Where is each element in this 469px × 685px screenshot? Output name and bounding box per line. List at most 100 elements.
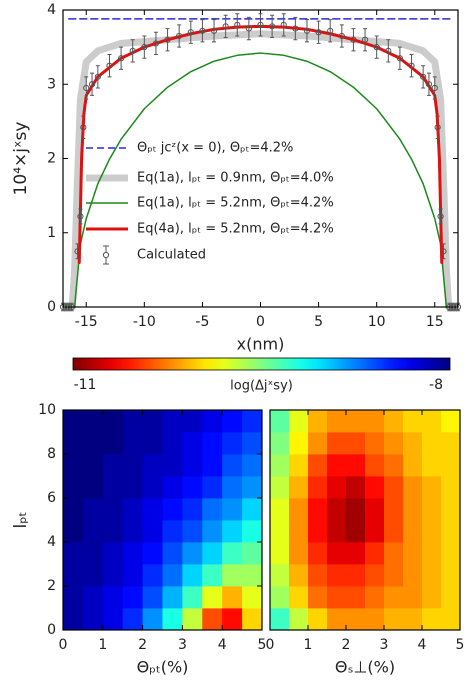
error-bar (435, 115, 440, 139)
data-point (94, 73, 101, 80)
heatmap-cell (222, 608, 243, 631)
heatmap-cell (182, 542, 203, 565)
heatmap-cell (270, 608, 290, 631)
heatmap-cell (422, 608, 442, 631)
heatmap-cell (242, 564, 263, 587)
heatmap-cell (82, 520, 104, 543)
x-tick-label: 5 (456, 637, 465, 653)
heatmap-cell (202, 520, 223, 543)
heatmap-cell (142, 520, 163, 543)
heatmap-cell (102, 454, 124, 477)
heatmap-cell (289, 410, 309, 433)
legend-label: Eq(4a), lₚₜ = 5.2nm, Θₚₜ=4.2% (137, 222, 334, 237)
data-point (431, 84, 438, 92)
plot-frame (269, 409, 461, 631)
heatmap-cell (63, 498, 84, 521)
heatmap-cell (63, 432, 84, 455)
heatmap-cell (365, 564, 385, 587)
y-tick-label: 2 (47, 578, 56, 594)
y-tick-label: 1 (47, 225, 56, 241)
heatmap-cell (270, 410, 290, 433)
plot-frame (62, 409, 263, 631)
heatmap-cell (82, 410, 104, 433)
error-bar (119, 46, 124, 70)
heatmap-cell (308, 564, 328, 587)
heatmap-cell (242, 586, 263, 609)
heatmap-cell (63, 542, 84, 565)
data-point (83, 84, 90, 92)
heatmap-cell (142, 542, 163, 565)
heatmap-cell (102, 608, 124, 631)
heatmap-cell (63, 608, 84, 631)
error-bar (75, 243, 80, 260)
heatmap-cell (63, 476, 84, 499)
x-tick-label: 3 (380, 637, 389, 653)
data-point (257, 21, 264, 28)
error-bar (363, 28, 368, 52)
heatmap-cell (365, 476, 385, 499)
heatmap-cell (403, 454, 423, 477)
heatmap-cell (102, 520, 124, 543)
error-bar (304, 19, 309, 43)
heatmap-cell (289, 476, 309, 499)
error-bar (258, 13, 263, 37)
heatmap-cell (346, 608, 366, 631)
heatmap-cell (142, 476, 163, 499)
heatmap-cell (162, 410, 183, 433)
data-point (420, 73, 427, 80)
data-point (440, 248, 447, 255)
colorbar-tick-label: -11 (74, 377, 97, 393)
heatmap-cell (384, 476, 404, 499)
error-bar (441, 243, 446, 260)
heatmap-cell (384, 498, 404, 521)
heatmap-cell (422, 586, 442, 609)
x-tick-label: 1 (304, 637, 313, 653)
x-tick-label: 10 (368, 314, 386, 330)
heatmap-cell (365, 520, 385, 543)
heatmap-cell (346, 454, 366, 477)
heatmap-cell (365, 542, 385, 565)
heatmap-cell (202, 454, 223, 477)
heatmap-cell (82, 586, 104, 609)
y-tick-label: 8 (47, 446, 56, 462)
error-bar (84, 76, 89, 100)
data-point (117, 55, 125, 62)
colorbar (72, 357, 451, 371)
heatmap-cell (403, 476, 423, 499)
error-bar (177, 24, 182, 48)
heatmap-cell (270, 564, 290, 587)
heatmap-cell (308, 608, 328, 631)
heatmap-cell (365, 410, 385, 433)
data-point (269, 23, 276, 30)
heatmap-cell (222, 410, 243, 433)
error-bar (95, 65, 100, 89)
heatmap-cell (162, 498, 183, 521)
heatmap-cell (308, 410, 328, 433)
heatmap-cell (327, 454, 347, 477)
heatmap-cell (403, 410, 423, 433)
x-tick-label: 0 (266, 637, 275, 653)
heatmap-cell (242, 498, 263, 521)
data-point (425, 81, 433, 88)
heatmap-cell (222, 586, 243, 609)
heatmap-cell (346, 542, 366, 565)
heatmap-cell (82, 476, 104, 499)
heatmap-cell (270, 498, 290, 521)
error-bar (397, 46, 402, 70)
heatmap-cell (422, 432, 442, 455)
heatmap-cell (327, 542, 347, 565)
heatmap-cell (441, 608, 461, 631)
heatmap-cell (327, 410, 347, 433)
heatmap-cell (162, 432, 183, 455)
heatmap-cell (222, 432, 243, 455)
heatmap-cell (82, 498, 104, 521)
heatmap-cell (202, 498, 223, 521)
data-point (129, 47, 136, 54)
heatmap-cell (182, 454, 203, 477)
heatmap-cell (270, 454, 290, 477)
data-point (106, 62, 113, 69)
heatmap-cell (270, 586, 290, 609)
data-point (396, 55, 404, 62)
heatmap-cell (142, 564, 163, 587)
